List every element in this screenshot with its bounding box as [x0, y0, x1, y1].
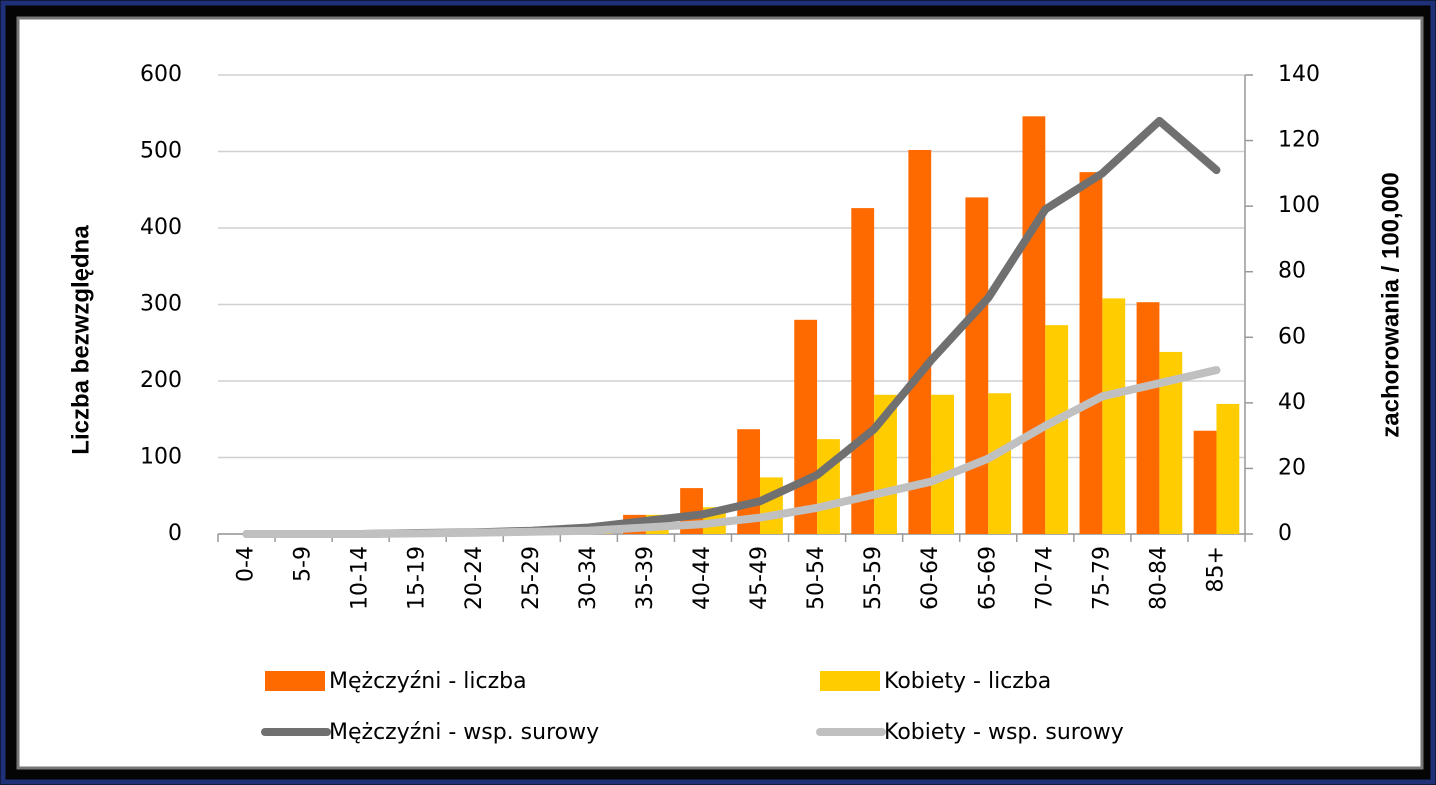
y-tick-label: 0 — [168, 521, 182, 546]
x-tick-label: 85+ — [1203, 546, 1228, 592]
legend-label: Mężczyźni - liczba — [329, 669, 527, 694]
legend-swatch — [820, 671, 880, 691]
y-tick-label: 600 — [140, 62, 182, 87]
x-tick-label: 80-84 — [1146, 546, 1171, 610]
x-tick-label: 5-9 — [291, 546, 316, 582]
bar — [874, 394, 897, 534]
bar — [760, 477, 783, 534]
bar — [908, 149, 932, 534]
y-tick-label: 400 — [140, 215, 182, 240]
bar — [1193, 430, 1217, 534]
x-tick-label: 55-59 — [861, 546, 886, 610]
y2-tick-label: 40 — [1278, 390, 1306, 415]
legend-swatch — [265, 671, 325, 691]
legend-label: Kobiety - liczba — [884, 669, 1051, 694]
bar — [1216, 403, 1240, 534]
y2-axis-title: zachorowania / 100,000 — [1377, 172, 1404, 437]
x-tick-label: 0-4 — [234, 546, 259, 582]
y2-tick-label: 60 — [1278, 324, 1306, 349]
x-tick-label: 35-39 — [633, 546, 658, 610]
y2-tick-label: 80 — [1278, 259, 1306, 284]
y-tick-label: 100 — [140, 445, 182, 470]
bar — [817, 439, 840, 534]
y-axis-title: Liczba bezwzględna — [67, 225, 94, 455]
bar — [851, 208, 875, 535]
bar — [931, 394, 955, 534]
bar — [1102, 298, 1126, 534]
x-tick-label: 45-49 — [747, 546, 772, 610]
y-tick-label: 300 — [140, 292, 182, 317]
bar — [965, 197, 989, 534]
x-tick-label: 50-54 — [804, 546, 829, 610]
bar — [1159, 351, 1183, 534]
bar — [1022, 116, 1046, 534]
line — [242, 366, 1221, 538]
y-tick-label: 500 — [140, 139, 182, 164]
x-tick-label: 60-64 — [918, 546, 943, 610]
legend-label: Kobiety - wsp. surowy — [884, 720, 1124, 745]
bar — [794, 319, 818, 534]
y-tick-label: 200 — [140, 368, 182, 393]
x-tick-label: 75-79 — [1089, 546, 1114, 610]
y2-tick-label: 120 — [1278, 128, 1320, 153]
y2-tick-label: 140 — [1278, 62, 1320, 87]
x-tick-label: 20-24 — [462, 546, 487, 610]
x-tick-label: 30-34 — [576, 546, 601, 610]
legend-label: Mężczyźni - wsp. surowy — [329, 720, 599, 745]
x-tick-label: 25-29 — [519, 546, 544, 610]
x-tick-label: 70-74 — [1032, 546, 1057, 610]
bar — [1079, 172, 1103, 534]
x-tick-label: 65-69 — [975, 546, 1000, 610]
x-tick-label: 15-19 — [405, 546, 430, 610]
bar — [1136, 302, 1160, 534]
y2-tick-label: 20 — [1278, 455, 1306, 480]
bar — [1045, 325, 1069, 534]
chart-area — [16, 16, 1424, 770]
x-tick-label: 40-44 — [690, 546, 715, 610]
bar — [988, 393, 1012, 534]
y2-tick-label: 100 — [1278, 193, 1320, 218]
y2-tick-label: 0 — [1278, 521, 1292, 546]
x-tick-label: 10-14 — [348, 546, 373, 610]
